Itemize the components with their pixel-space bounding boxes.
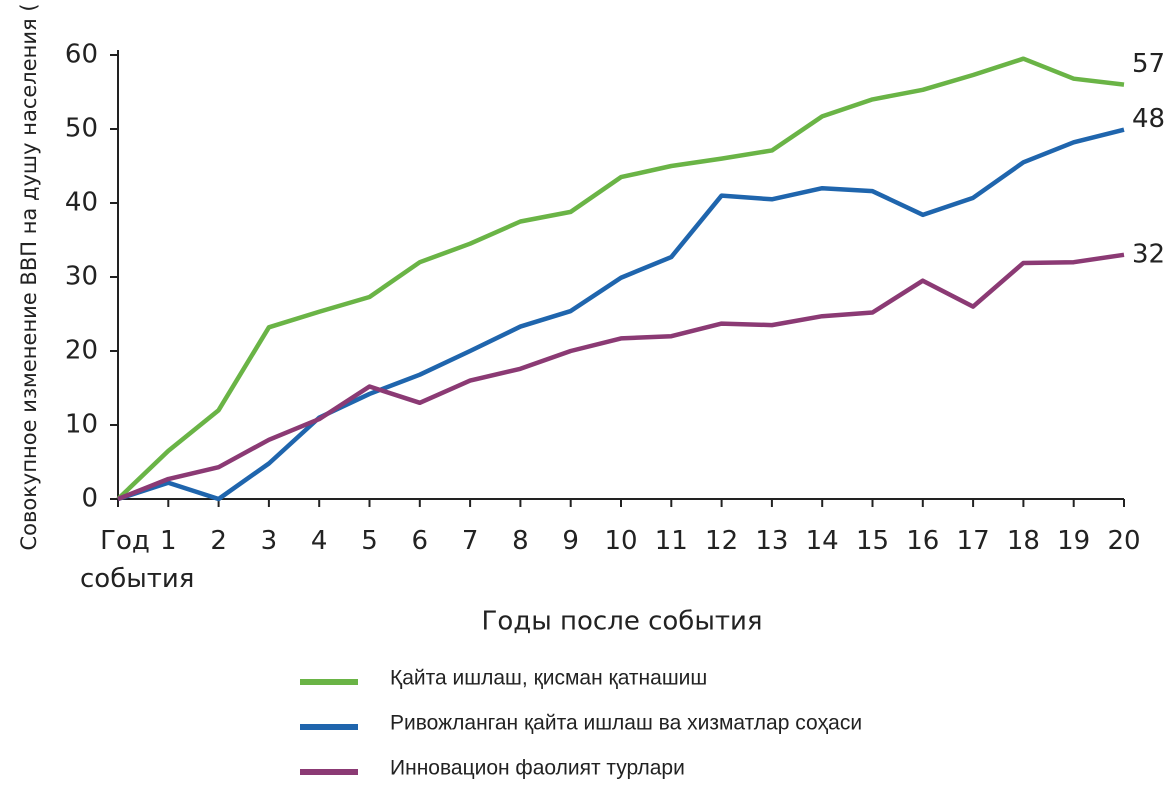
x-tick-label: 2 [210,526,227,556]
x-tick-label: 11 [654,526,688,556]
end-label: 57 [1132,49,1165,79]
x-tick-label: 18 [1006,526,1040,556]
x-tick-label: 12 [705,526,739,556]
x-tick-label: 7 [461,526,479,556]
x-tick-label: 16 [906,526,940,556]
x-tick-label: 5 [361,526,378,556]
x-tick-label: 9 [562,526,579,556]
x-tick-label: 3 [260,526,278,556]
end-label: 48 [1132,104,1165,134]
y-tick-label: 50 [65,114,98,144]
line [117,127,1125,502]
end-label: 32 [1132,239,1165,269]
x-tick-label: Год события [80,526,195,594]
x-axis-label: Годы после события [481,607,762,637]
y-tick-label: 60 [65,40,98,70]
x-tick-label: 15 [855,526,890,556]
y-tick-label: 30 [65,262,98,292]
x-tick-label: 19 [1057,526,1091,556]
y-tick-label: 0 [81,484,98,514]
y-tick-label: 20 [65,336,98,366]
line [116,56,1125,501]
x-tick-label: 4 [310,526,328,556]
x-tick-label: 1 [160,526,177,556]
y-tick-label: 40 [65,188,98,218]
legend-label: Ривожланган қайта ишлаш ва хизматлар соҳ… [390,712,862,735]
y-tick-label: 10 [65,410,98,440]
x-tick-label: 13 [755,526,789,556]
x-tick-label: 10 [604,526,638,556]
x-tick-label: 14 [805,526,839,556]
x-tick-label: 20 [1107,526,1141,556]
x-tick-label: 17 [956,526,990,556]
legend-label: Қайта ишлаш, қисман қатнашиш [390,667,707,690]
x-tick-label: 8 [512,526,529,556]
line [117,252,1125,502]
x-tick-label: 6 [411,526,429,556]
y-axis-label: Совокупное изменение ВВП на душу населен… [17,3,41,550]
legend-label: Инновацион фаолият турлари [390,757,685,780]
